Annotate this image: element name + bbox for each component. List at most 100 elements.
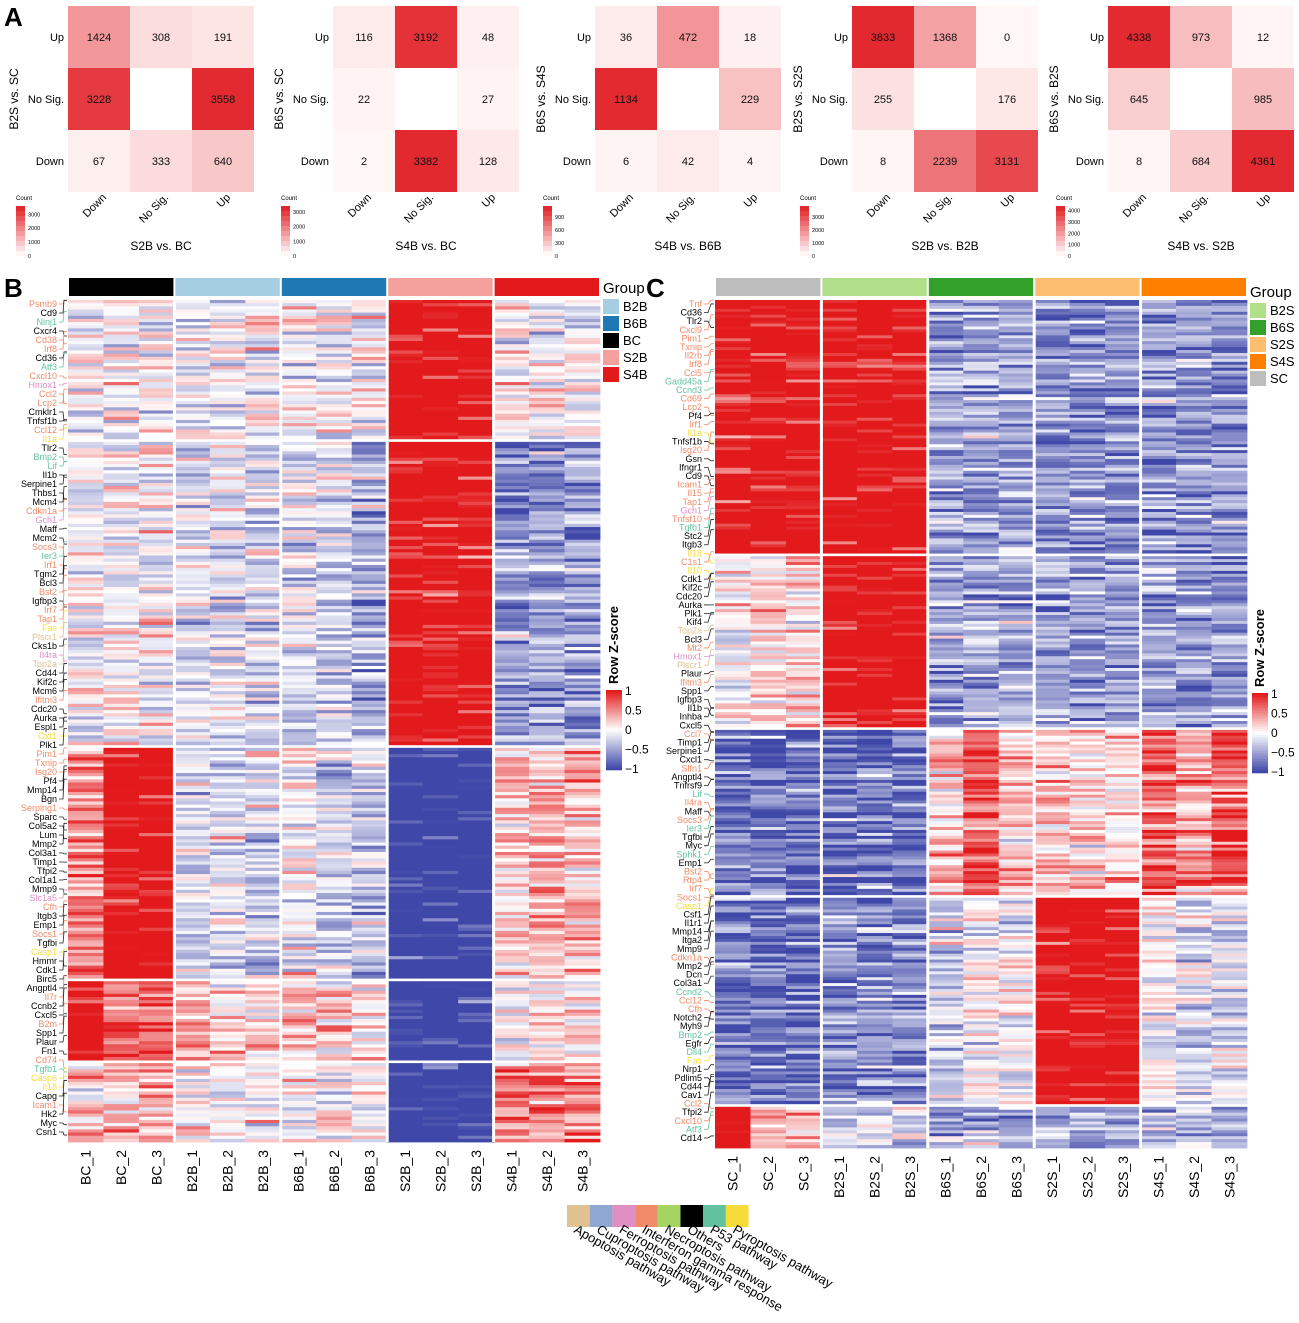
heatmap-cell <box>1105 329 1141 333</box>
heatmap-cell <box>351 1022 388 1026</box>
heatmap-cell <box>493 621 530 626</box>
heatmap-cell <box>316 451 353 455</box>
heatmap-cell <box>493 996 530 1001</box>
cell-value: 1134 <box>614 94 638 106</box>
heatmap-cell <box>387 400 424 405</box>
heatmap-cell <box>493 429 530 433</box>
heatmap-cell <box>316 836 353 840</box>
heatmap-cell <box>750 364 787 369</box>
heatmap-cell <box>280 347 317 351</box>
heatmap-cell <box>174 564 211 569</box>
heatmap-cell <box>422 807 459 812</box>
heatmap-cell <box>1211 347 1248 351</box>
gene-connector <box>59 388 67 404</box>
heatmap-cell <box>564 634 601 638</box>
heatmap-cell <box>316 792 353 796</box>
heatmap-cell <box>138 719 175 724</box>
group-bar-B2B <box>175 278 280 296</box>
y-axis-title: B6S vs. S4S <box>534 65 548 132</box>
heatmap-cell <box>493 1132 530 1137</box>
heatmap-cell <box>245 747 282 752</box>
heatmap-cell <box>316 962 353 966</box>
heatmap-cell <box>892 405 929 410</box>
heatmap-cell <box>422 400 459 405</box>
heatmap-cell <box>1176 379 1212 383</box>
heatmap-cell <box>138 1063 175 1067</box>
column-label: BC_1 <box>78 1150 94 1185</box>
heatmap-cell <box>529 905 565 910</box>
heatmap-cell <box>750 308 787 313</box>
heatmap-cell <box>564 937 601 941</box>
heatmap-cell <box>493 375 530 380</box>
heatmap-cell <box>927 332 964 336</box>
heatmap-cell <box>387 1031 424 1036</box>
heatmap-cell <box>138 495 175 500</box>
heatmap-cell <box>529 1019 565 1023</box>
heatmap-cell <box>493 754 530 758</box>
gene-label: Ier3 <box>41 551 57 561</box>
heatmap-cell <box>174 1113 211 1118</box>
heatmap-cell <box>280 549 317 553</box>
heatmap-cell <box>280 694 317 698</box>
heatmap-cell <box>387 653 424 657</box>
heatmap-cell <box>785 397 822 401</box>
heatmap-cell <box>103 943 140 948</box>
heatmap-cell <box>493 864 530 869</box>
heatmap-cell <box>280 889 317 894</box>
heatmap-cell <box>351 574 388 578</box>
heatmap-cell <box>1105 355 1141 360</box>
heatmap-cell <box>387 1038 424 1042</box>
heatmap-cell <box>351 962 388 966</box>
row-label: Up <box>50 32 64 44</box>
heatmap-cell <box>422 1075 459 1080</box>
heatmap-cell <box>280 568 317 572</box>
heatmap-cell <box>458 517 494 522</box>
heatmap-cell <box>564 769 601 774</box>
heatmap-cell <box>750 344 787 348</box>
heatmap-cell <box>174 1012 211 1017</box>
heatmap-cell <box>174 1069 211 1073</box>
heatmap-cell <box>422 1138 459 1143</box>
column-label: S4B_3 <box>574 1150 590 1192</box>
heatmap-cell <box>387 322 424 326</box>
heatmap-cell <box>493 921 530 925</box>
heatmap-cell <box>68 848 104 853</box>
heatmap-cell <box>209 1009 246 1014</box>
heatmap-cell <box>1140 302 1177 307</box>
heatmap-cell <box>138 1066 175 1070</box>
heatmap-cell <box>387 656 424 661</box>
heatmap-cell <box>458 628 494 632</box>
cell-value: 229 <box>741 94 759 106</box>
heatmap-cell <box>493 605 530 610</box>
heatmap-cell <box>422 845 459 850</box>
heatmap-cell <box>892 364 929 369</box>
heatmap-cell <box>458 1063 494 1067</box>
heatmap-cell <box>564 482 601 487</box>
heatmap-cell <box>174 492 211 496</box>
heatmap-cell <box>280 621 317 626</box>
heatmap-cell <box>316 432 353 437</box>
heatmap-cell <box>422 533 459 537</box>
heatmap-cell <box>209 826 246 831</box>
heatmap-cell <box>458 549 494 553</box>
heatmap-cell <box>1034 350 1071 354</box>
heatmap-cell <box>529 1022 565 1026</box>
heatmap-cell <box>351 968 388 973</box>
heatmap-cell <box>458 441 494 446</box>
col-label: No Sig. <box>1177 192 1211 226</box>
heatmap-cell <box>564 347 601 351</box>
heatmap-cell <box>493 807 530 812</box>
heatmap-cell <box>422 839 459 843</box>
heatmap-cell <box>351 363 388 367</box>
heatmap-cell <box>458 659 494 664</box>
heatmap-cell <box>422 665 459 670</box>
heatmap-cell <box>458 861 494 865</box>
heatmap-cell <box>1140 355 1177 360</box>
heatmap-cell <box>493 460 530 465</box>
heatmap-cell <box>280 1041 317 1045</box>
heatmap-cell <box>564 1119 601 1124</box>
heatmap-cell <box>68 441 104 446</box>
heatmap-cell <box>892 358 929 363</box>
heatmap-cell <box>564 372 601 377</box>
heatmap-cell <box>209 697 246 702</box>
